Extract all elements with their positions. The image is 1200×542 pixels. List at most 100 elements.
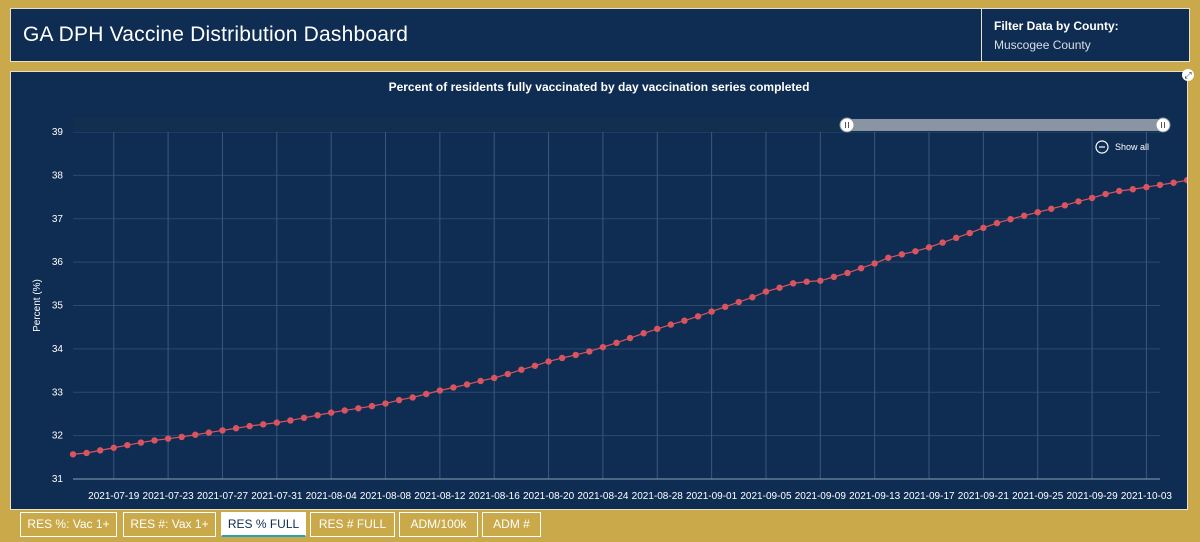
y-tick-label: 35	[52, 301, 64, 312]
x-tick-label: 2021-08-12	[414, 491, 466, 502]
tab-res-pct-full[interactable]: RES % FULL	[221, 512, 306, 537]
data-point	[817, 277, 824, 284]
expand-icon[interactable]: ⤢	[1182, 69, 1194, 81]
data-point	[96, 447, 104, 454]
data-point	[1143, 183, 1150, 191]
data-point	[613, 339, 620, 347]
data-point	[762, 288, 770, 295]
tab-adm-num[interactable]: ADM #	[482, 512, 541, 537]
data-point	[232, 425, 240, 432]
data-point	[110, 444, 117, 451]
x-tick-label: 2021-10-03	[1121, 491, 1173, 502]
x-tick-label: 2021-09-21	[958, 491, 1010, 502]
data-point	[558, 354, 566, 362]
data-point	[409, 394, 416, 401]
data-point	[327, 409, 335, 416]
data-point	[708, 308, 715, 315]
data-point	[314, 412, 321, 419]
data-point	[124, 441, 131, 449]
data-point	[368, 402, 376, 410]
x-tick-label: 2021-09-29	[1066, 491, 1118, 502]
data-point	[993, 219, 1001, 227]
data-point	[789, 280, 797, 287]
data-point	[1102, 190, 1109, 198]
x-tick-label: 2021-07-23	[143, 491, 195, 502]
dashboard-header: GA DPH Vaccine Distribution Dashboard Fi…	[10, 8, 1190, 62]
data-point	[871, 260, 878, 267]
data-point	[300, 414, 308, 422]
data-point	[69, 451, 77, 458]
zoom-handle-left[interactable]	[839, 117, 855, 133]
data-point	[1170, 179, 1177, 186]
data-point	[1116, 187, 1123, 195]
data-point	[1088, 194, 1096, 202]
x-tick-label: 2021-08-04	[306, 491, 358, 502]
tab-res-num-vax1[interactable]: RES #: Vax 1+	[123, 512, 216, 537]
data-point	[626, 334, 634, 342]
data-point	[423, 390, 430, 398]
data-point	[1129, 186, 1137, 193]
data-point	[749, 294, 756, 301]
data-point	[477, 377, 484, 385]
data-point	[205, 429, 213, 436]
x-tick-label: 2021-09-13	[849, 491, 901, 502]
y-tick-label: 37	[52, 214, 64, 225]
chart-title: Percent of residents fully vaccinated by…	[388, 80, 810, 94]
county-filter[interactable]: Filter Data by County: Muscogee County	[981, 9, 1189, 61]
filter-label: Filter Data by County:	[994, 19, 1119, 33]
data-point	[1034, 209, 1041, 216]
data-point	[450, 384, 457, 391]
y-tick-label: 39	[52, 127, 64, 138]
x-tick-label: 2021-08-16	[469, 491, 521, 502]
data-point	[436, 387, 444, 394]
data-point	[545, 358, 552, 365]
filter-value[interactable]: Muscogee County	[994, 38, 1091, 52]
data-point	[694, 313, 702, 320]
data-point	[939, 239, 946, 246]
x-tick-label: 2021-09-01	[686, 491, 738, 502]
data-point	[912, 248, 919, 255]
data-point	[844, 269, 851, 277]
data-point	[341, 407, 348, 414]
data-point	[952, 234, 960, 242]
data-point	[382, 400, 389, 407]
data-point	[192, 431, 199, 438]
data-point	[681, 317, 688, 324]
data-point	[640, 330, 647, 337]
chart-panel: Percent of residents fully vaccinated by…	[10, 71, 1188, 510]
data-point	[722, 303, 729, 311]
x-tick-label: 2021-08-24	[577, 491, 629, 502]
data-point	[151, 437, 158, 444]
data-point	[776, 284, 783, 291]
x-tick-label: 2021-08-28	[632, 491, 684, 502]
data-point	[164, 435, 172, 442]
y-axis-label: Percent (%)	[32, 279, 43, 332]
data-point	[1048, 205, 1055, 212]
data-point	[219, 427, 226, 434]
data-point	[137, 439, 145, 446]
data-point	[925, 244, 933, 251]
x-tick-label: 2021-07-19	[88, 491, 140, 502]
data-point	[667, 321, 675, 328]
zoom-handle-right[interactable]	[1155, 117, 1171, 133]
show-all-button[interactable]: Show all	[1115, 142, 1149, 152]
data-point	[491, 374, 498, 382]
x-tick-label: 2021-09-09	[795, 491, 847, 502]
data-point	[83, 449, 90, 457]
zoom-out-icon[interactable]	[1095, 140, 1109, 154]
x-tick-label: 2021-07-27	[197, 491, 249, 502]
data-point	[830, 273, 838, 281]
tab-adm-100k[interactable]: ADM/100k	[399, 512, 478, 537]
data-point	[1075, 198, 1082, 205]
tab-res-num-full[interactable]: RES # FULL	[310, 512, 395, 537]
x-tick-label: 2021-07-31	[251, 491, 303, 502]
data-point	[1020, 212, 1028, 219]
data-point	[586, 348, 593, 355]
data-point	[654, 325, 661, 333]
x-tick-label: 2021-08-20	[523, 491, 575, 502]
data-point	[273, 419, 281, 426]
data-point	[287, 417, 294, 424]
tab-res-pct-vac1[interactable]: RES %: Vac 1+	[20, 512, 117, 537]
data-point	[599, 343, 607, 351]
